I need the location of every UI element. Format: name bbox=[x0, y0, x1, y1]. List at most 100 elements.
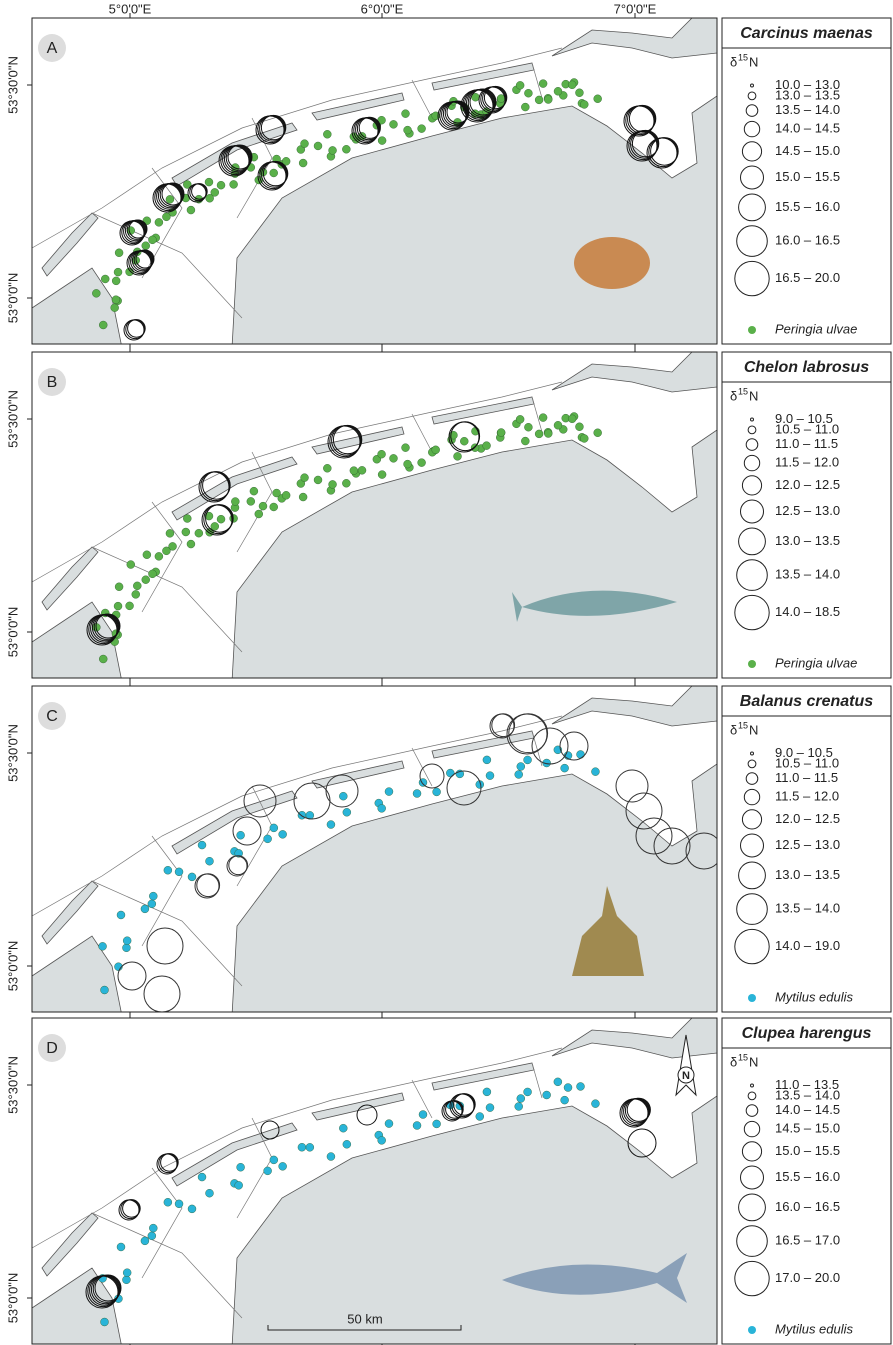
sample-dot bbox=[403, 125, 412, 135]
latitude-label: 53°0'0"N bbox=[5, 1273, 20, 1324]
sample-dot bbox=[204, 177, 214, 187]
sample-dot bbox=[377, 804, 386, 813]
heading-unit: N bbox=[749, 722, 758, 737]
legend-range: 16.0 – 16.5 bbox=[775, 1199, 840, 1214]
map-content bbox=[32, 1018, 717, 1344]
sample-dot bbox=[186, 205, 196, 215]
sample-dot bbox=[384, 1119, 394, 1128]
sample-dot bbox=[140, 1236, 150, 1246]
legend-symbol bbox=[743, 1120, 761, 1138]
sample-dot bbox=[576, 1082, 585, 1091]
legend-symbol bbox=[741, 475, 763, 496]
legend-title: Chelon labrosus bbox=[744, 359, 869, 376]
sample-dot bbox=[560, 1095, 569, 1105]
sample-dot bbox=[560, 763, 569, 773]
sample-circle bbox=[615, 769, 649, 803]
legend-symbol bbox=[743, 454, 761, 472]
legend-symbol bbox=[738, 193, 766, 222]
sample-dot bbox=[298, 158, 308, 168]
legend-range: 14.0 – 14.5 bbox=[775, 1102, 840, 1117]
sample-dot bbox=[313, 141, 323, 151]
sample-circle bbox=[685, 832, 717, 870]
sample-dot bbox=[446, 768, 455, 778]
sample-dot bbox=[148, 569, 157, 579]
sample-dot bbox=[538, 79, 548, 88]
sample-dot bbox=[580, 100, 589, 109]
sample-dot bbox=[183, 180, 192, 189]
sample-dot bbox=[111, 295, 121, 304]
map-frame bbox=[31, 685, 718, 1013]
legend-range: 16.0 – 16.5 bbox=[775, 233, 840, 248]
sample-dot bbox=[342, 1140, 352, 1149]
sample-dot bbox=[187, 872, 197, 882]
sample-dot bbox=[323, 464, 332, 473]
sample-dot bbox=[122, 936, 132, 945]
sample-dot bbox=[100, 1317, 109, 1327]
sample-dot bbox=[514, 770, 523, 779]
sample-dot bbox=[431, 445, 440, 455]
panel-letter: B bbox=[47, 374, 58, 391]
north-label: N bbox=[682, 1070, 690, 1082]
sample-circle bbox=[262, 160, 289, 187]
sample-dot bbox=[186, 539, 196, 549]
north-badge bbox=[677, 1066, 695, 1084]
latitude-label: 53°0'0"N bbox=[5, 273, 20, 324]
heading-symbol: δ bbox=[730, 1054, 737, 1069]
legend-symbol bbox=[740, 165, 764, 190]
sample-dot bbox=[162, 212, 171, 222]
sample-dot bbox=[229, 180, 238, 189]
sample-circle bbox=[531, 727, 569, 765]
legend-symbol bbox=[743, 788, 761, 806]
sample-dot bbox=[593, 428, 602, 437]
boundary bbox=[141, 1167, 183, 1279]
legend-dot bbox=[748, 660, 756, 668]
legend-symbol bbox=[745, 438, 759, 451]
heading-superscript: 15 bbox=[738, 386, 748, 396]
sample-circle bbox=[260, 1120, 280, 1140]
sample-circle bbox=[117, 961, 147, 991]
sample-dot bbox=[269, 1155, 279, 1165]
sample-dot bbox=[418, 1110, 428, 1119]
heading-unit: N bbox=[749, 54, 758, 69]
sample-dot bbox=[174, 1199, 184, 1209]
sample-circle bbox=[205, 504, 234, 533]
legend-range: 10.5 – 11.0 bbox=[775, 755, 839, 770]
sample-dot bbox=[580, 434, 589, 443]
sample-circle bbox=[160, 1153, 179, 1172]
sample-dot bbox=[165, 529, 175, 538]
legend-range: 14.0 – 18.5 bbox=[775, 604, 840, 619]
legend-range: 9.0 – 10.5 bbox=[775, 411, 833, 426]
sample-circle bbox=[202, 471, 231, 500]
legend-symbol bbox=[738, 1193, 766, 1222]
sample-circle bbox=[143, 975, 181, 1012]
legend-symbol bbox=[747, 1091, 757, 1101]
boundary bbox=[91, 1212, 243, 1319]
heading-superscript: 15 bbox=[738, 1052, 748, 1062]
sample-circle bbox=[135, 249, 155, 269]
sample-dot bbox=[99, 654, 108, 664]
sample-dot bbox=[141, 575, 150, 584]
mainland bbox=[231, 429, 717, 678]
boundary bbox=[531, 396, 543, 433]
legend-range: 12.5 – 13.0 bbox=[775, 837, 840, 852]
sample-dot bbox=[142, 550, 152, 559]
sample-dot bbox=[482, 1087, 492, 1097]
sample-dot bbox=[278, 830, 287, 839]
legend-box bbox=[721, 351, 892, 679]
crab-illustration bbox=[574, 237, 650, 289]
sample-circle bbox=[628, 104, 657, 133]
sample-dot bbox=[297, 811, 307, 820]
legend-range: 10.5 – 11.0 bbox=[775, 421, 839, 436]
boundary bbox=[141, 167, 183, 279]
sample-dot bbox=[114, 582, 124, 591]
latitude-label: 53°30'0"N bbox=[5, 1056, 20, 1114]
legend-symbol bbox=[743, 120, 761, 138]
sample-dot bbox=[205, 1189, 214, 1198]
sample-dot bbox=[269, 502, 278, 512]
map-panel: 53°30'0"N 53°0'0"N B bbox=[5, 347, 718, 683]
sample-dot bbox=[349, 466, 359, 475]
sample-dot bbox=[524, 423, 533, 432]
legend-range: 11.5 – 12.0 bbox=[775, 789, 839, 804]
sample-dot bbox=[339, 1124, 348, 1133]
map-frame bbox=[31, 17, 718, 345]
